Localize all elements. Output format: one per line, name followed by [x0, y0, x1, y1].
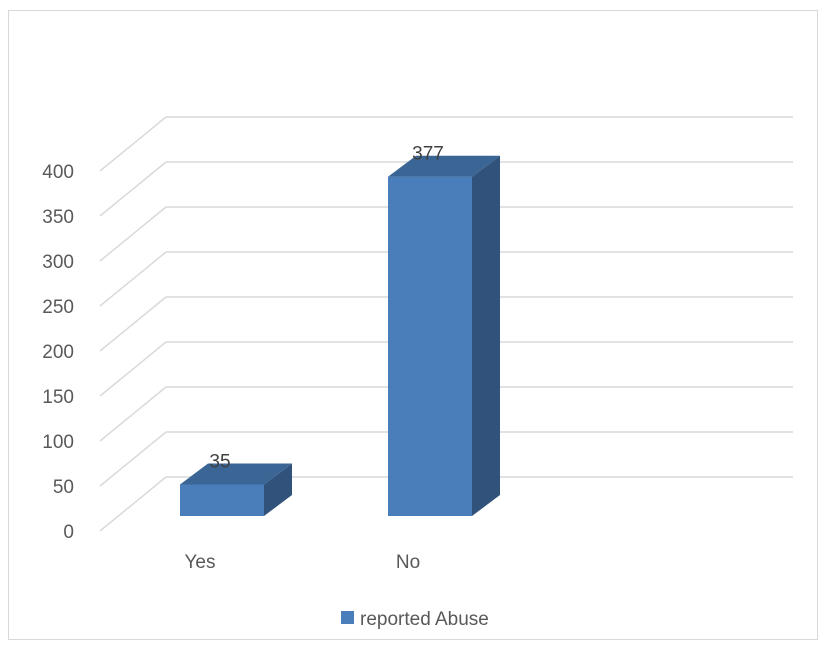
gridline-side	[99, 251, 167, 307]
gridline-side	[99, 341, 167, 397]
gridline-side	[99, 386, 167, 442]
legend-swatch	[341, 611, 354, 624]
legend-label: reported Abuse	[360, 609, 489, 630]
gridline-side	[99, 206, 167, 262]
gridline-side	[99, 296, 167, 352]
x-axis-categories: Yes No	[185, 552, 421, 573]
y-tick-label: 150	[42, 387, 74, 408]
y-tick-label: 0	[63, 522, 74, 543]
bars	[180, 155, 500, 516]
gridline-side	[99, 431, 167, 487]
bar-top-yes	[180, 463, 292, 485]
data-label: 377	[412, 144, 444, 165]
y-tick-label: 100	[42, 432, 74, 453]
floor-edge	[99, 476, 167, 532]
y-tick-label: 250	[42, 297, 74, 318]
y-tick-label: 300	[42, 252, 74, 273]
data-label: 35	[209, 452, 230, 473]
y-tick-label: 200	[42, 342, 74, 363]
bar-front-no	[388, 176, 472, 516]
y-tick-label: 400	[42, 162, 74, 183]
legend: reported Abuse	[341, 609, 489, 630]
data-labels: 35 377	[209, 144, 443, 473]
gridline-side	[99, 116, 167, 172]
bar-top-no	[388, 155, 500, 177]
y-tick-label: 350	[42, 207, 74, 228]
bar-side-no	[472, 155, 500, 516]
gridline-side	[99, 161, 167, 217]
bar-side-yes	[264, 463, 292, 516]
y-axis-ticks: 0 50 100 150 200 250 300 350 400	[42, 162, 74, 543]
x-category-label: Yes	[185, 552, 216, 573]
y-tick-label: 50	[53, 477, 74, 498]
x-category-label: No	[396, 552, 420, 573]
bar-front-yes	[180, 484, 264, 516]
